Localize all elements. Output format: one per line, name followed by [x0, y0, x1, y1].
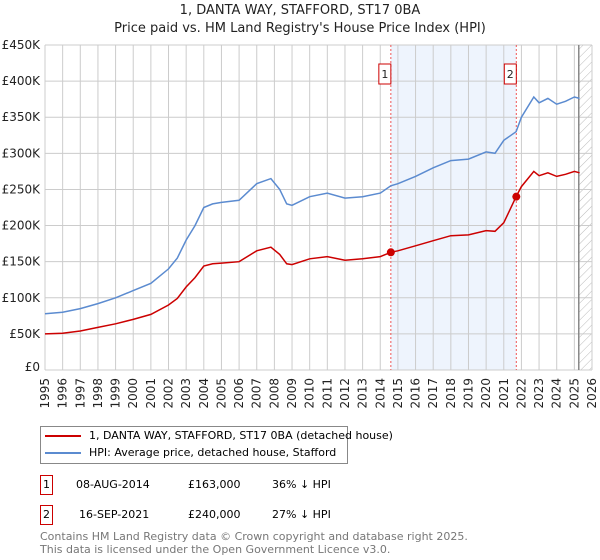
x-tick-label: 2017 — [426, 378, 440, 409]
x-tick-label: 2000 — [126, 378, 140, 409]
plot-area: 1995 1996 1997 1998 1999 2000 2001 2002 2003 2004… — [2, 38, 599, 409]
x-tick-label: 2023 — [532, 378, 546, 409]
transaction-hpi: 27% ↓ HPI — [272, 508, 331, 521]
legend: 1, DANTA WAY, STAFFORD, ST17 0BA (detach… — [40, 426, 393, 464]
x-tick-label: 2013 — [356, 378, 370, 409]
footer-line: Contains HM Land Registry data © Crown c… — [40, 530, 468, 543]
x-tick-label: 2009 — [285, 378, 299, 409]
x-tick-label: 2020 — [479, 378, 493, 409]
x-tick-label: 2025 — [567, 378, 581, 409]
legend-item-property: 1, DANTA WAY, STAFFORD, ST17 0BA (detach… — [45, 428, 393, 444]
y-tick-label: £50K — [9, 327, 41, 341]
x-tick-label: 2002 — [162, 378, 176, 409]
y-tick-label: £250K — [2, 182, 42, 196]
x-tick-label: 2007 — [250, 378, 264, 409]
property-line — [44, 170, 580, 335]
chart-title: 1, DANTA WAY, STAFFORD, ST17 0BA — [179, 3, 421, 18]
marker-badge: 1 — [40, 475, 53, 495]
x-tick-label: 2016 — [409, 378, 423, 409]
transaction-date: 16-SEP-2021 — [79, 508, 150, 521]
x-tick-label: 2014 — [373, 378, 387, 409]
sale-marker-label: 1 — [381, 68, 388, 81]
x-tick-label: 2011 — [320, 378, 334, 409]
legend-swatch — [45, 452, 81, 454]
transaction-price: £163,000 — [188, 478, 241, 491]
transaction-date: 08-AUG-2014 — [76, 478, 150, 491]
y-tick-label: £450K — [2, 38, 42, 52]
transaction-row: 1 08-AUG-2014 £163,000 36% ↓ HPI — [40, 475, 440, 495]
legend-item-hpi: HPI: Average price, detached house, Staf… — [45, 445, 336, 461]
y-tick-label: £100K — [2, 291, 42, 305]
footer: Contains HM Land Registry data © Crown c… — [40, 530, 468, 556]
sale-marker-box — [378, 63, 392, 85]
x-tick-label: 2024 — [550, 378, 564, 409]
x-tick-label: 2005 — [214, 378, 228, 409]
y-tick-label: £150K — [2, 255, 42, 269]
x-tick-label: 2010 — [303, 378, 317, 409]
x-tick-label: 1998 — [91, 378, 105, 409]
x-tick-label: 2021 — [497, 378, 511, 409]
y-tick-label: £200K — [2, 219, 42, 233]
sale-point — [386, 248, 395, 257]
x-tick-label: 2001 — [144, 378, 158, 409]
shaded-region — [390, 45, 517, 370]
legend-swatch — [45, 435, 81, 437]
footer-line: This data is licensed under the Open Gov… — [40, 543, 391, 556]
y-tick-label: £350K — [2, 110, 42, 124]
legend-label: 1, DANTA WAY, STAFFORD, ST17 0BA (detach… — [89, 429, 393, 442]
x-tick-label: 1995 — [38, 378, 52, 409]
x-tick-label: 2012 — [338, 378, 352, 409]
x-tick-label: 1999 — [109, 378, 123, 409]
x-tick-label: 2015 — [391, 378, 405, 409]
x-tick-label: 1996 — [56, 378, 70, 409]
x-tick-label: 2006 — [232, 378, 246, 409]
y-tick-label: £300K — [2, 146, 42, 160]
x-tick-label: 2008 — [267, 378, 281, 409]
x-tick-label: 2018 — [444, 378, 458, 409]
x-tick-label: 2019 — [461, 378, 475, 409]
transaction-row: 2 16-SEP-2021 £240,000 27% ↓ HPI — [40, 505, 440, 525]
x-tick-label: 2022 — [514, 378, 528, 409]
legend-label: HPI: Average price, detached house, Staf… — [89, 446, 337, 459]
x-tick-label: 1997 — [73, 378, 87, 409]
marker-badge: 2 — [40, 505, 53, 525]
sale-marker-box — [503, 63, 517, 85]
y-tick-label: £400K — [2, 74, 42, 88]
sale-marker-label: 2 — [507, 68, 514, 81]
transaction-hpi: 36% ↓ HPI — [272, 478, 331, 491]
chart-subtitle: Price paid vs. HM Land Registry's House … — [114, 21, 486, 36]
y-tick-label: £0 — [25, 360, 40, 374]
x-tick-label: 2004 — [197, 378, 211, 409]
sale-point — [512, 192, 521, 201]
hpi-line — [44, 95, 580, 315]
x-tick-label: 2026 — [585, 378, 599, 409]
transaction-price: £240,000 — [188, 508, 241, 521]
x-tick-label: 2003 — [179, 378, 193, 409]
forecast-hatch — [578, 45, 592, 370]
